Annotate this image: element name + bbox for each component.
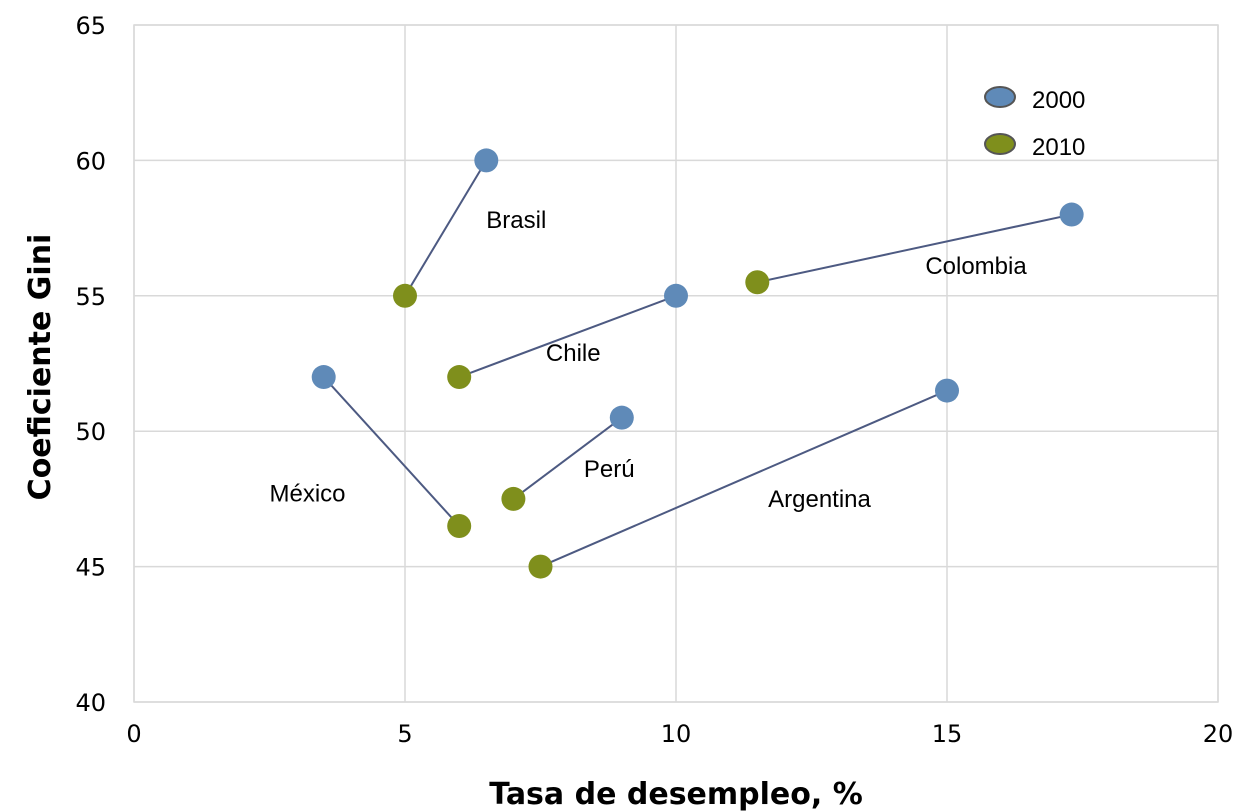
y-tick-label: 60 [75,147,106,175]
plot-area-border [133,24,1219,703]
x-tick-label: 5 [397,720,412,748]
data-point-2010 [501,486,526,511]
country-label: Brasil [486,207,546,234]
y-tick-label: 65 [75,12,106,40]
data-point-2000 [664,283,688,308]
connector-line [540,389,948,568]
legend: 2000 2010 [984,86,1085,161]
legend-label: 2000 [1032,87,1085,114]
legend-marker [984,86,1016,108]
y-tick-label: 50 [75,418,106,446]
y-tick-label: 40 [75,689,106,717]
country-label: Chile [546,340,601,367]
data-point-2000 [935,378,959,403]
x-tick-label: 20 [1203,720,1234,748]
y-tick-label: 45 [75,554,106,582]
connector-line [458,294,677,378]
country-label: Argentina [768,486,871,513]
tick-labels: 0 5 10 15 20 40 45 50 55 60 65 [75,12,1233,748]
connector-line [512,416,623,500]
data-point-2010 [447,513,472,538]
connector-lines [322,159,1072,568]
connector-line [322,376,460,527]
data-points [311,148,1084,579]
x-axis-title: Tasa de desempleo, % [489,777,863,812]
data-point-2010 [447,365,472,390]
y-tick-label: 55 [75,283,106,311]
legend-marker [984,133,1016,155]
x-tick-label: 0 [126,720,141,748]
country-label: Perú [584,456,635,483]
country-label: Colombia [925,253,1027,280]
grid [133,24,1219,703]
legend-label: 2010 [1032,134,1085,161]
data-point-2000 [1059,202,1084,227]
x-tick-label: 15 [932,720,963,748]
data-point-2010 [528,554,553,579]
connector-line [757,213,1072,284]
connector-line [404,159,488,297]
data-point-2010 [393,283,417,308]
data-point-2000 [311,365,336,390]
country-labels: Brasil Colombia Chile México Perú Argentina [270,207,1028,513]
data-point-2010 [745,270,770,295]
data-point-2000 [474,148,499,173]
y-axis-title: Coeficiente Gini [23,234,58,501]
data-point-2000 [609,405,634,430]
country-label: México [270,481,346,508]
x-tick-label: 10 [661,720,692,748]
